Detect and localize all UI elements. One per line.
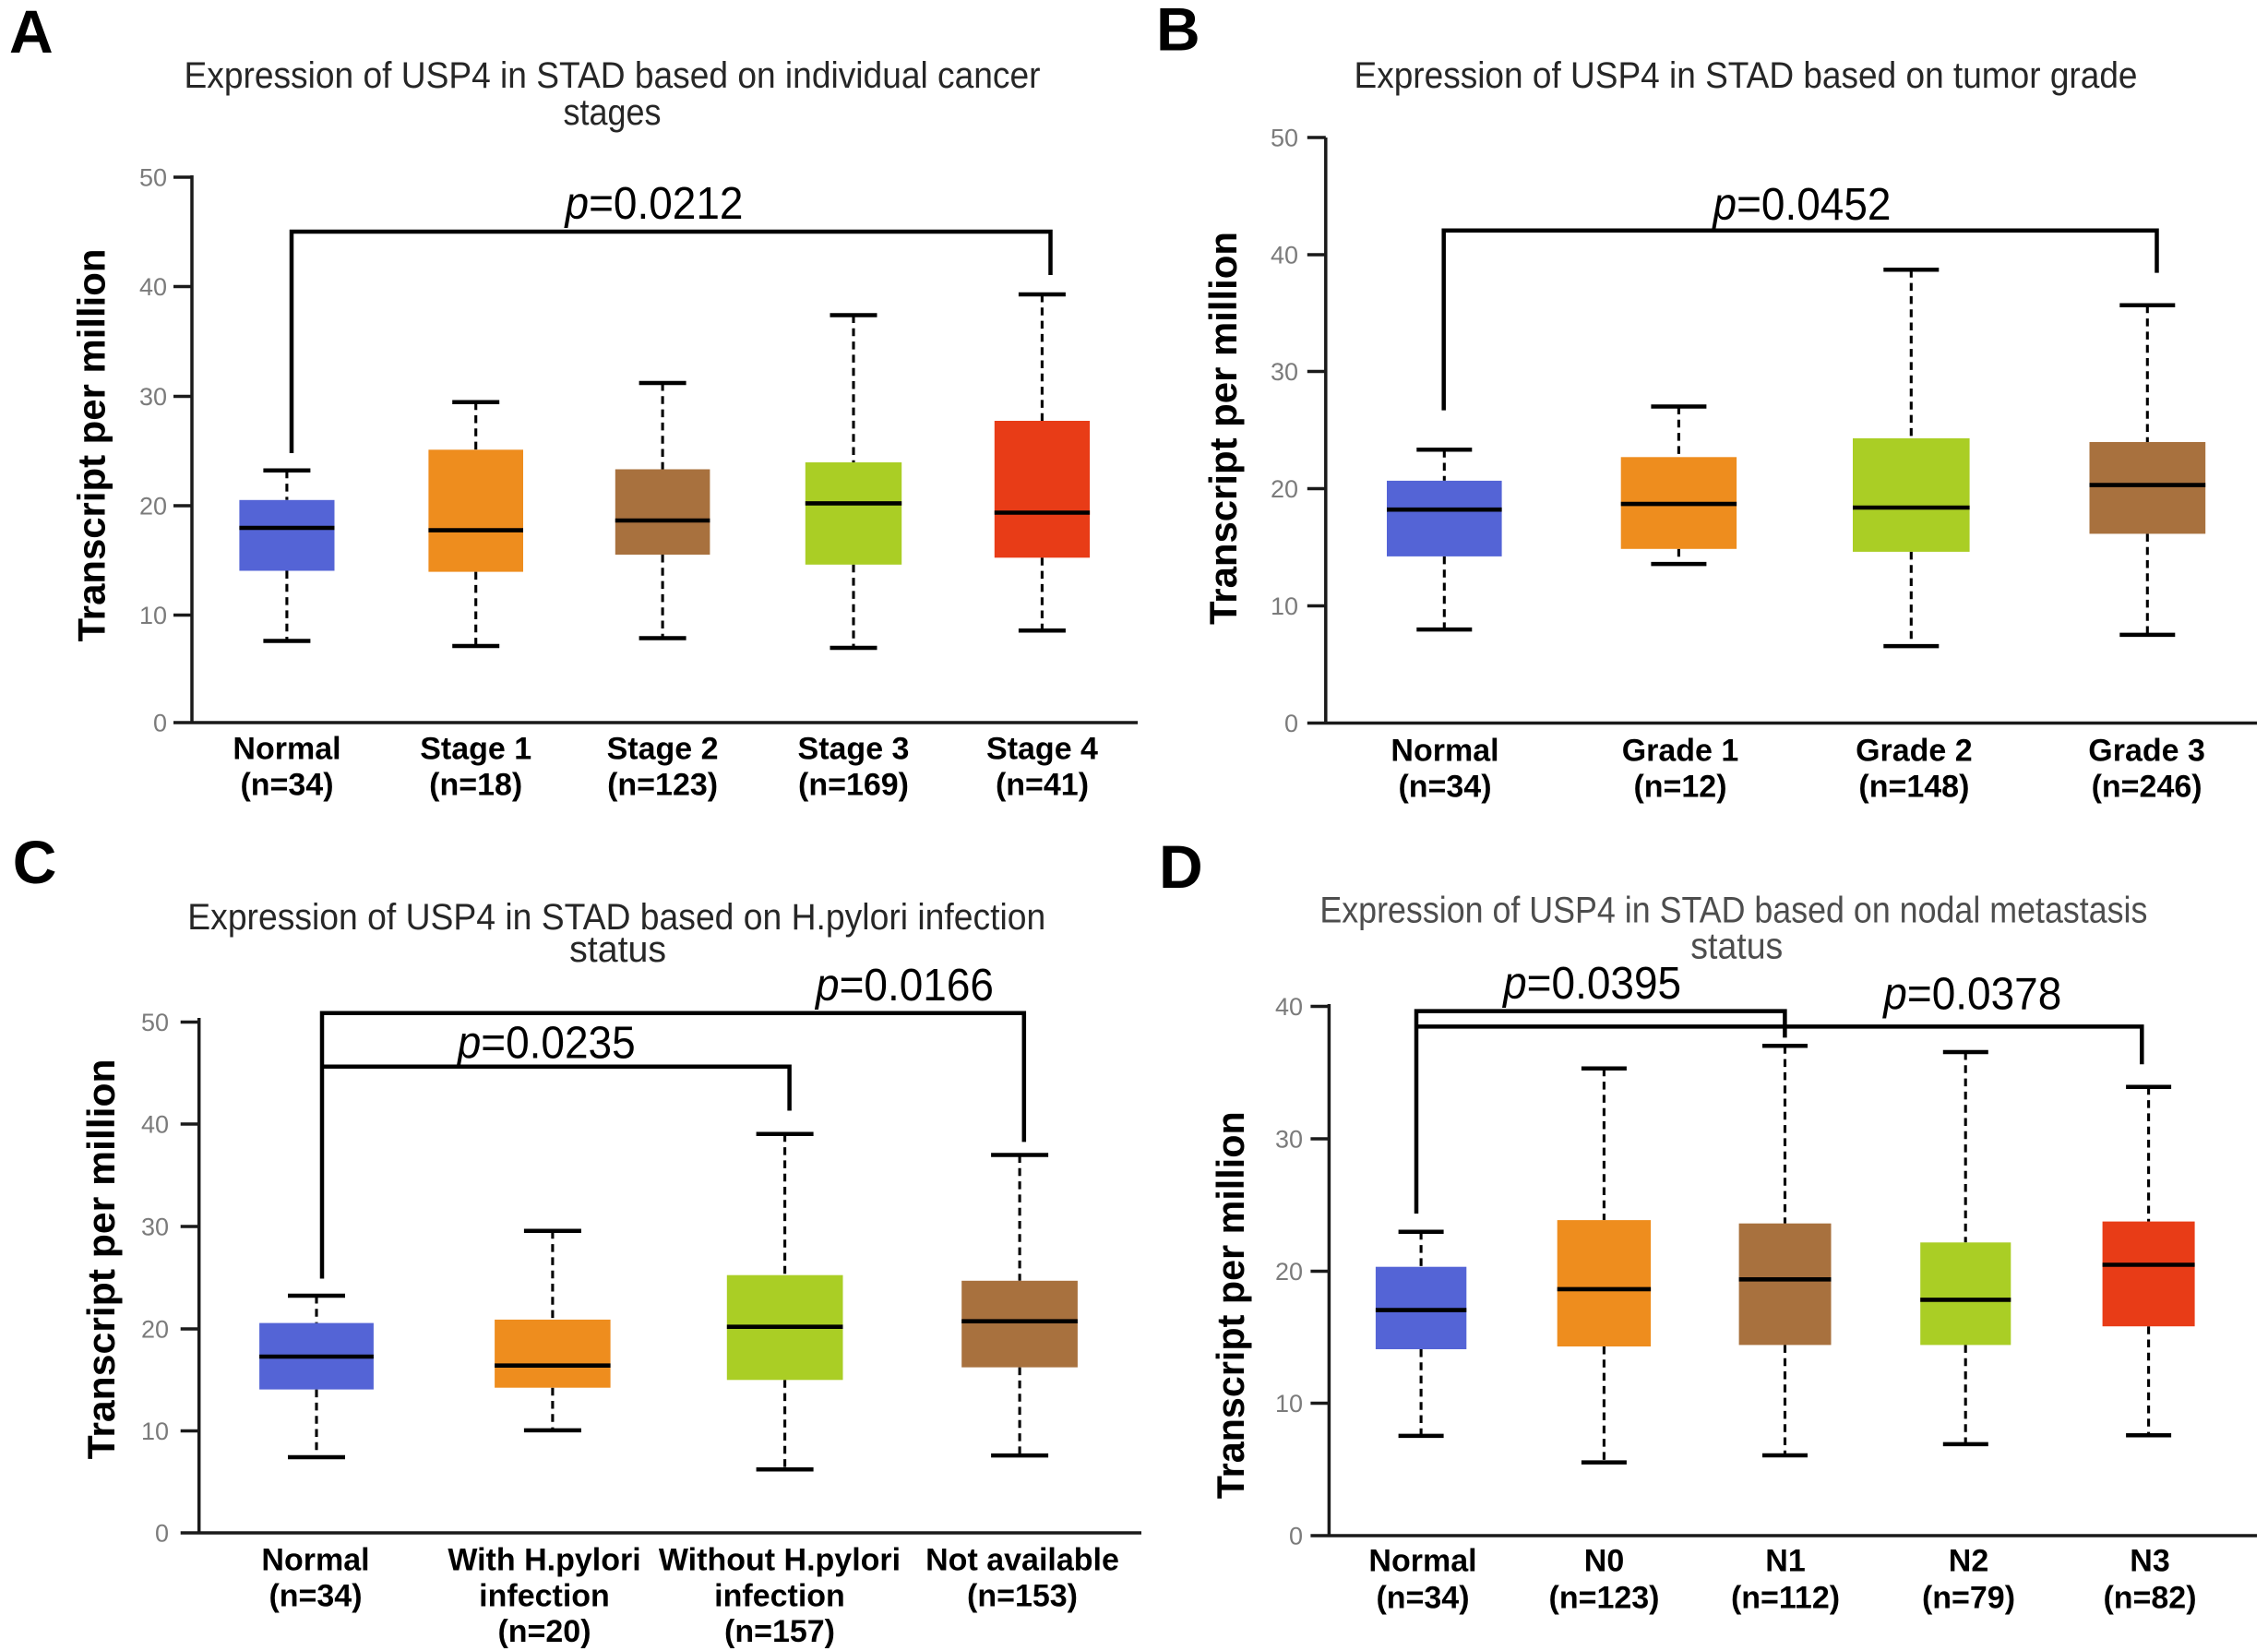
svg-text:Transcript per million: Transcript per million	[70, 249, 113, 642]
svg-text:Expression of USP4 in STAD bas: Expression of USP4 in STAD based on noda…	[1319, 891, 2147, 931]
svg-text:0: 0	[1284, 710, 1298, 737]
svg-text:Transcript per million: Transcript per million	[1209, 1111, 1252, 1499]
svg-text:infection: infection	[479, 1578, 610, 1613]
svg-text:A: A	[9, 0, 54, 66]
svg-text:p=0.0212: p=0.0212	[564, 179, 744, 229]
svg-text:40: 40	[1271, 242, 1298, 269]
svg-text:20: 20	[1275, 1258, 1303, 1286]
svg-text:D: D	[1159, 832, 1203, 901]
svg-text:0: 0	[1289, 1523, 1303, 1550]
svg-text:Stage 1: Stage 1	[420, 732, 531, 767]
svg-text:N0: N0	[1584, 1544, 1624, 1579]
svg-text:(n=41): (n=41)	[996, 768, 1089, 803]
svg-text:Stage 4: Stage 4	[986, 732, 1098, 767]
svg-text:10: 10	[1275, 1390, 1303, 1418]
svg-text:Expression of USP4 in STAD bas: Expression of USP4 in STAD based on H.py…	[187, 897, 1045, 938]
svg-text:p=0.0235: p=0.0235	[456, 1018, 636, 1068]
svg-text:30: 30	[1275, 1126, 1303, 1154]
svg-text:infection: infection	[714, 1578, 845, 1613]
svg-text:(n=169): (n=169)	[798, 768, 909, 803]
svg-text:N2: N2	[1949, 1544, 1988, 1579]
svg-text:Stage 2: Stage 2	[607, 732, 719, 767]
svg-text:Expression of USP4 in STAD bas: Expression of USP4 in STAD based on indi…	[185, 55, 1041, 96]
svg-text:(n=34): (n=34)	[1376, 1581, 1469, 1616]
svg-text:Normal: Normal	[1368, 1544, 1476, 1579]
svg-text:Transcript per million: Transcript per million	[79, 1059, 123, 1459]
svg-text:Grade 3: Grade 3	[2088, 734, 2205, 769]
svg-text:(n=148): (n=148)	[1858, 770, 1969, 805]
svg-text:50: 50	[139, 164, 167, 192]
svg-text:(n=18): (n=18)	[429, 768, 522, 803]
svg-text:p=0.0395: p=0.0395	[1501, 959, 1681, 1009]
svg-text:Normal: Normal	[261, 1543, 369, 1578]
svg-text:stages: stages	[564, 92, 662, 133]
svg-text:status: status	[1690, 927, 1783, 967]
svg-text:(n=123): (n=123)	[607, 768, 718, 803]
svg-text:Normal: Normal	[1391, 734, 1498, 769]
svg-text:40: 40	[139, 273, 167, 301]
svg-text:p=0.0378: p=0.0378	[1881, 969, 2061, 1019]
svg-text:With H.pylori: With H.pylori	[448, 1543, 640, 1578]
svg-text:40: 40	[141, 1111, 169, 1139]
svg-text:50: 50	[1271, 125, 1298, 152]
svg-text:(n=79): (n=79)	[1922, 1581, 2015, 1616]
svg-text:Grade 2: Grade 2	[1856, 734, 1973, 769]
svg-text:(n=20): (n=20)	[497, 1614, 591, 1649]
svg-text:(n=82): (n=82)	[2103, 1581, 2196, 1616]
svg-text:10: 10	[139, 602, 167, 629]
svg-text:(n=157): (n=157)	[724, 1614, 835, 1649]
svg-text:B: B	[1156, 0, 1200, 64]
svg-text:Normal: Normal	[233, 732, 340, 767]
svg-text:Grade 1: Grade 1	[1622, 734, 1739, 769]
svg-text:0: 0	[153, 710, 167, 737]
svg-text:(n=34): (n=34)	[240, 768, 333, 803]
svg-text:(n=123): (n=123)	[1549, 1581, 1660, 1616]
svg-text:Expression of USP4 in STAD bas: Expression of USP4 in STAD based on tumo…	[1355, 55, 2138, 96]
svg-text:20: 20	[139, 493, 167, 520]
svg-text:p=0.0166: p=0.0166	[814, 961, 994, 1011]
svg-text:30: 30	[139, 383, 167, 411]
svg-text:50: 50	[141, 1009, 169, 1036]
svg-text:(n=246): (n=246)	[2092, 770, 2202, 805]
svg-text:Without H.pylori: Without H.pylori	[659, 1543, 901, 1578]
svg-text:10: 10	[141, 1418, 169, 1445]
svg-text:N3: N3	[2130, 1544, 2169, 1579]
svg-text:40: 40	[1275, 993, 1303, 1021]
svg-text:10: 10	[1271, 592, 1298, 620]
svg-text:(n=34): (n=34)	[1398, 770, 1491, 805]
svg-text:30: 30	[141, 1214, 169, 1241]
svg-text:p=0.0452: p=0.0452	[1712, 180, 1892, 230]
svg-text:(n=112): (n=112)	[1731, 1581, 1840, 1616]
svg-text:Stage 3: Stage 3	[798, 732, 910, 767]
svg-text:20: 20	[1271, 475, 1298, 503]
svg-text:(n=12): (n=12)	[1633, 770, 1726, 805]
svg-text:Not available: Not available	[925, 1543, 1119, 1578]
svg-text:C: C	[13, 828, 57, 896]
svg-text:(n=153): (n=153)	[967, 1578, 1078, 1613]
svg-text:0: 0	[155, 1520, 169, 1548]
svg-text:Transcript per million: Transcript per million	[1201, 232, 1245, 625]
svg-text:N1: N1	[1765, 1544, 1805, 1579]
svg-text:30: 30	[1271, 358, 1298, 386]
svg-text:status: status	[569, 929, 666, 970]
svg-text:20: 20	[141, 1316, 169, 1344]
svg-text:(n=34): (n=34)	[269, 1578, 362, 1613]
